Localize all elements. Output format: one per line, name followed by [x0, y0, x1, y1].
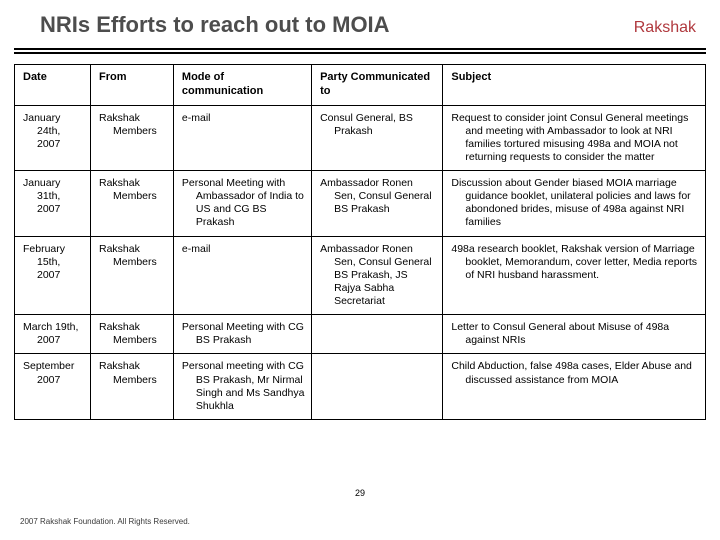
table-header-row: Date From Mode of communication Party Co…	[15, 65, 706, 106]
table-wrap: Date From Mode of communication Party Co…	[0, 54, 720, 420]
table-row: March 19th, 2007 Rakshak Members Persona…	[15, 315, 706, 354]
cell-subject: Discussion about Gender biased MOIA marr…	[443, 171, 706, 237]
col-date: Date	[15, 65, 91, 106]
table-row: February 15th, 2007 Rakshak Members e-ma…	[15, 236, 706, 315]
table-row: January 31th, 2007 Rakshak Members Perso…	[15, 171, 706, 237]
col-party: Party Communicated to	[312, 65, 443, 106]
cell-mode: Personal Meeting with Ambassador of Indi…	[173, 171, 311, 237]
cell-party: Ambassador Ronen Sen, Consul General BS …	[312, 236, 443, 315]
efforts-table: Date From Mode of communication Party Co…	[14, 64, 706, 420]
cell-subject: Request to consider joint Consul General…	[443, 105, 706, 171]
title-bar: NRIs Efforts to reach out to MOIA Raksha…	[0, 0, 720, 48]
slide: NRIs Efforts to reach out to MOIA Raksha…	[0, 0, 720, 540]
col-subject: Subject	[443, 65, 706, 106]
cell-mode: Personal Meeting with CG BS Prakash	[173, 315, 311, 354]
table-row: January 24th, 2007 Rakshak Members e-mai…	[15, 105, 706, 171]
cell-date: March 19th, 2007	[15, 315, 91, 354]
page-title: NRIs Efforts to reach out to MOIA	[40, 12, 390, 38]
cell-from: Rakshak Members	[91, 236, 174, 315]
table-row: September 2007 Rakshak Members Personal …	[15, 354, 706, 420]
cell-subject: Child Abduction, false 498a cases, Elder…	[443, 354, 706, 420]
cell-from: Rakshak Members	[91, 315, 174, 354]
cell-from: Rakshak Members	[91, 171, 174, 237]
col-from: From	[91, 65, 174, 106]
cell-mode: e-mail	[173, 236, 311, 315]
cell-party	[312, 354, 443, 420]
cell-subject: Letter to Consul General about Misuse of…	[443, 315, 706, 354]
cell-from: Rakshak Members	[91, 105, 174, 171]
cell-subject: 498a research booklet, Rakshak version o…	[443, 236, 706, 315]
brand-label: Rakshak	[634, 19, 696, 37]
cell-mode: Personal meeting with CG BS Prakash, Mr …	[173, 354, 311, 420]
cell-date: January 24th, 2007	[15, 105, 91, 171]
cell-date: January 31th, 2007	[15, 171, 91, 237]
col-mode: Mode of communication	[173, 65, 311, 106]
cell-from: Rakshak Members	[91, 354, 174, 420]
cell-date: February 15th, 2007	[15, 236, 91, 315]
footer-copyright: 2007 Rakshak Foundation. All Rights Rese…	[20, 517, 190, 526]
page-number: 29	[355, 488, 365, 498]
cell-date: September 2007	[15, 354, 91, 420]
cell-mode: e-mail	[173, 105, 311, 171]
cell-party: Consul General, BS Prakash	[312, 105, 443, 171]
cell-party: Ambassador Ronen Sen, Consul General BS …	[312, 171, 443, 237]
cell-party	[312, 315, 443, 354]
